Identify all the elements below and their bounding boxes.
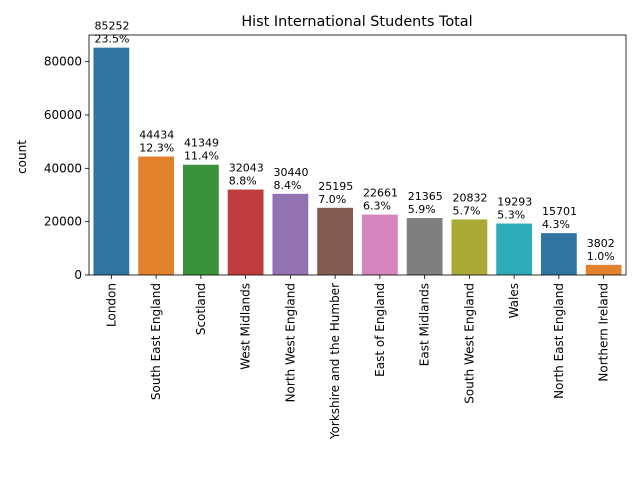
bar-percent-label: 6.3% (363, 200, 391, 213)
bars-group (93, 47, 622, 276)
y-tick-label: 0 (74, 268, 82, 282)
bar-south-west-england (451, 219, 488, 275)
x-tick-label: Wales (507, 283, 521, 318)
bar-percent-label: 11.4% (184, 150, 219, 163)
bar-wales (496, 223, 533, 275)
y-tick-label: 80000 (44, 55, 82, 69)
x-tick-label: South West England (462, 283, 476, 404)
bar-north-east-england (540, 233, 577, 275)
bar-north-west-england (272, 193, 309, 275)
x-tick-label: Northern Ireland (597, 283, 611, 382)
bar-count-label: 19293 (497, 196, 532, 209)
bar-count-label: 20832 (452, 191, 487, 204)
y-tick-label: 40000 (44, 161, 82, 175)
bar-london (93, 47, 130, 276)
bar-percent-label: 5.9% (408, 203, 436, 216)
x-axis: London South East England Scotland West Mid… (104, 275, 611, 440)
bar-count-label: 3802 (587, 237, 615, 250)
x-tick-label: South East England (149, 283, 163, 400)
x-tick-label: West Midlands (239, 283, 253, 370)
bar-percent-label: 8.4% (273, 179, 301, 192)
y-axis-label: count (15, 140, 29, 174)
chart-title: Hist International Students Total (241, 14, 472, 30)
bar-south-east-england (138, 156, 175, 275)
bar-percent-label: 7.0% (318, 193, 346, 206)
bar-count-label: 22661 (363, 187, 398, 200)
x-tick-label: North West England (283, 283, 297, 402)
bar-west-midlands (227, 189, 264, 275)
bar-percent-label: 12.3% (139, 142, 174, 155)
x-tick-label: Yorkshire and the Humber (328, 283, 342, 440)
plot-frame (88, 34, 627, 276)
bar-percent-label: 4.3% (542, 218, 570, 231)
bar-count-label: 30440 (273, 166, 308, 179)
bar-percent-label: 8.8% (229, 175, 257, 188)
x-tick-label: Scotland (194, 283, 208, 335)
bar-east-midlands (406, 218, 443, 275)
bar-count-label: 85252 (94, 20, 129, 33)
bar-count-label: 21365 (408, 190, 443, 203)
x-tick-label: North East England (552, 283, 566, 399)
bar-count-label: 44434 (139, 129, 174, 142)
y-tick-label: 20000 (44, 215, 82, 229)
bar-count-label: 32043 (229, 162, 264, 175)
bar-east-of-england (361, 214, 398, 275)
bar-yorkshire-and-the-humber (317, 207, 354, 275)
bar-percent-label: 1.0% (587, 250, 615, 263)
bar-percent-label: 5.3% (497, 209, 525, 222)
bar-count-label: 15701 (542, 205, 577, 218)
bar-count-label: 25195 (318, 180, 353, 193)
bar-northern-ireland (585, 264, 622, 275)
bar-count-label: 41349 (184, 137, 219, 150)
y-axis: 0 20000 40000 60000 80000 (44, 55, 89, 282)
x-tick-label: East of England (373, 283, 387, 377)
x-tick-label: East Midlands (418, 283, 432, 366)
bar-scotland (182, 164, 219, 275)
y-tick-label: 60000 (44, 108, 82, 122)
bar-percent-label: 5.7% (452, 204, 480, 217)
bar-percent-label: 23.5% (94, 33, 129, 46)
x-tick-label: London (104, 283, 118, 327)
